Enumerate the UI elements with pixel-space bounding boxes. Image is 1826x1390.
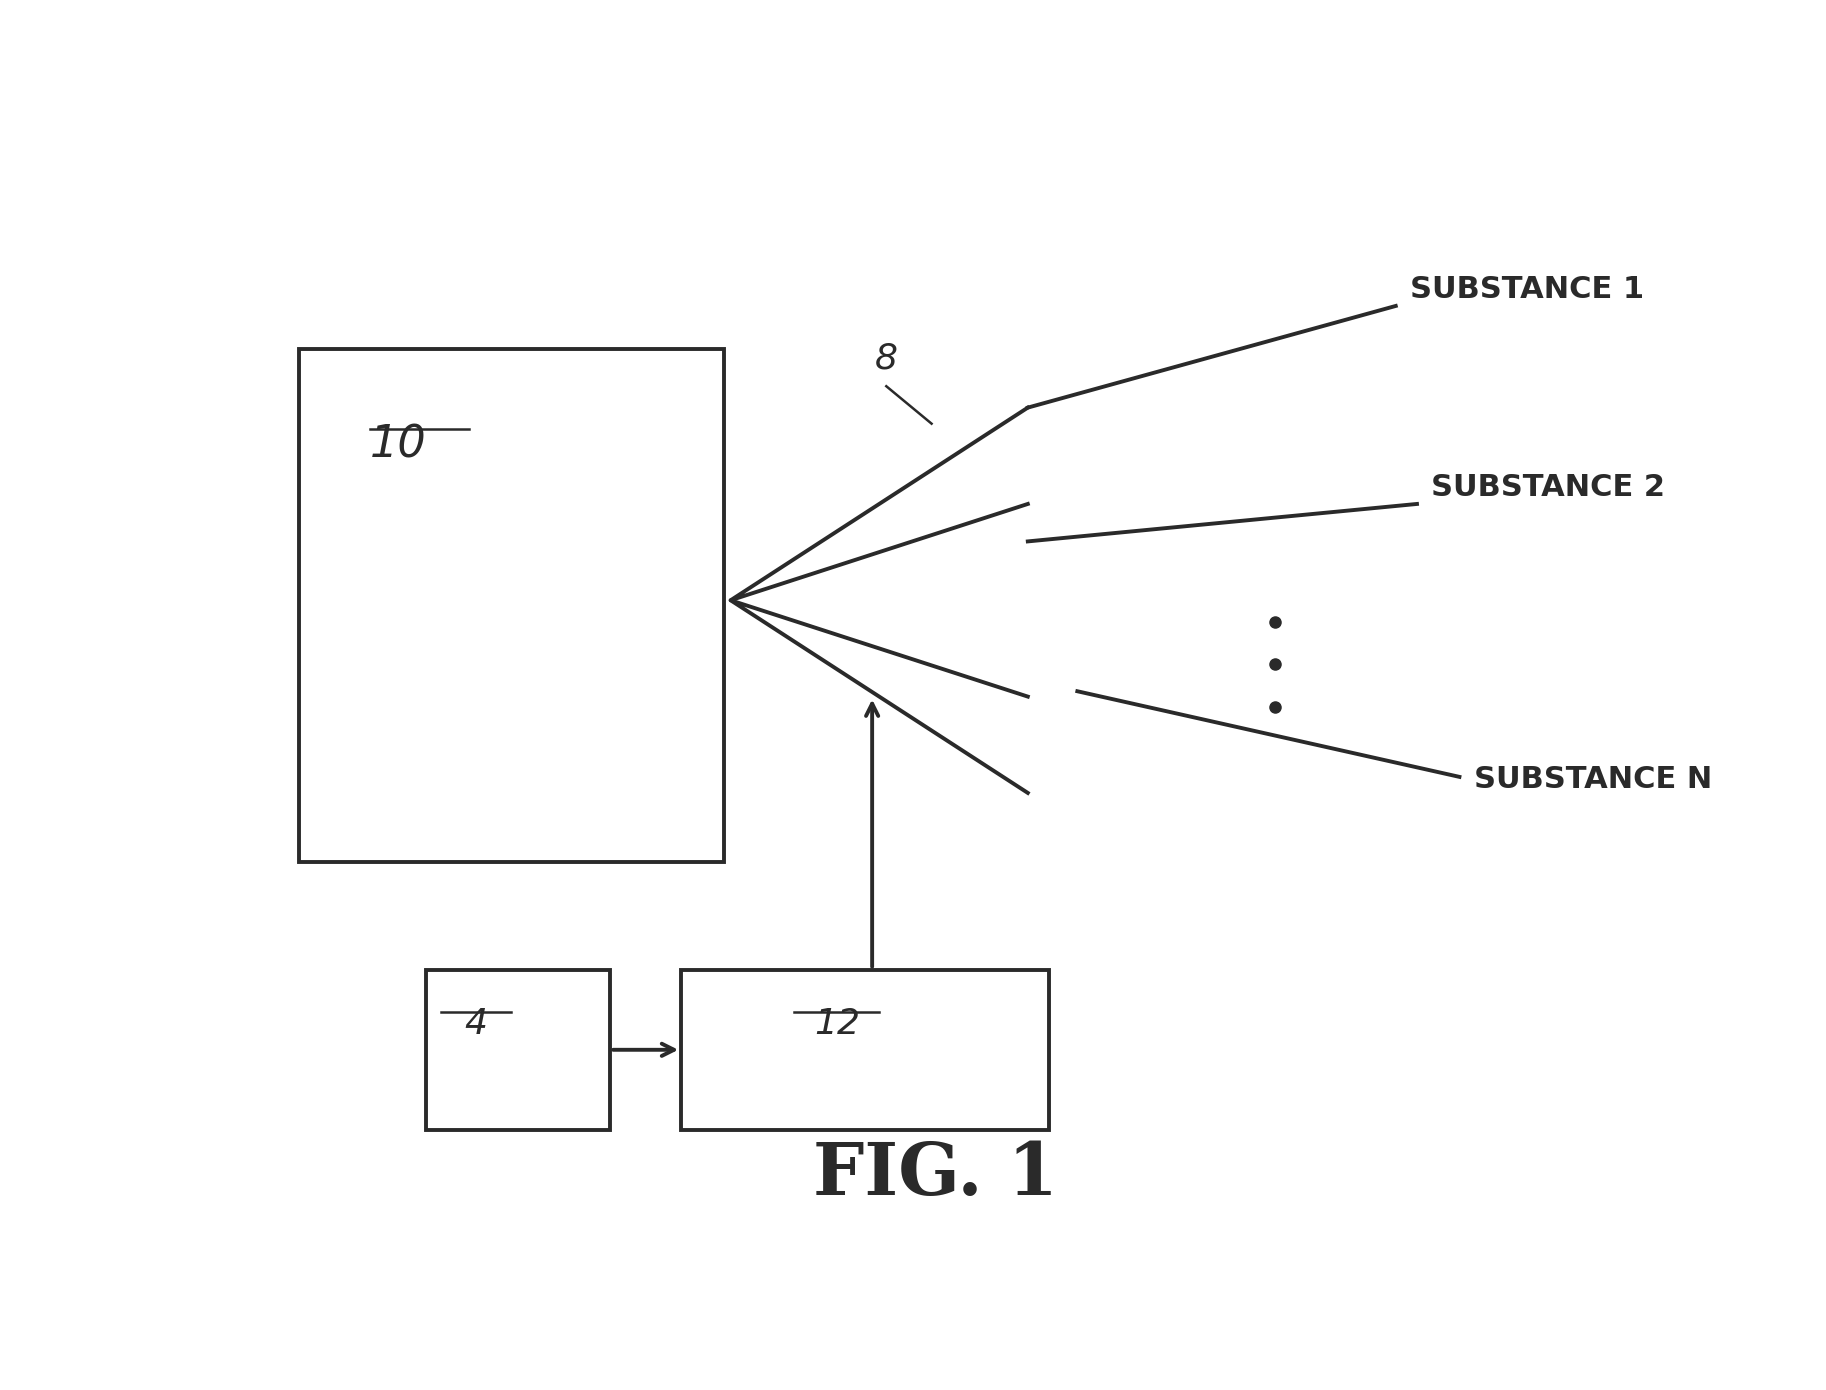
Text: SUBSTANCE 2: SUBSTANCE 2 — [1432, 473, 1665, 502]
Bar — [427, 970, 610, 1130]
Text: 12: 12 — [814, 1006, 860, 1041]
Text: FIG. 1: FIG. 1 — [813, 1140, 1059, 1211]
Text: 10: 10 — [369, 424, 427, 467]
Bar — [681, 970, 1048, 1130]
Text: 8: 8 — [875, 342, 898, 375]
Bar — [299, 349, 723, 862]
Text: 4: 4 — [464, 1006, 488, 1041]
Text: SUBSTANCE N: SUBSTANCE N — [1474, 765, 1711, 794]
Text: SUBSTANCE 1: SUBSTANCE 1 — [1410, 275, 1643, 304]
